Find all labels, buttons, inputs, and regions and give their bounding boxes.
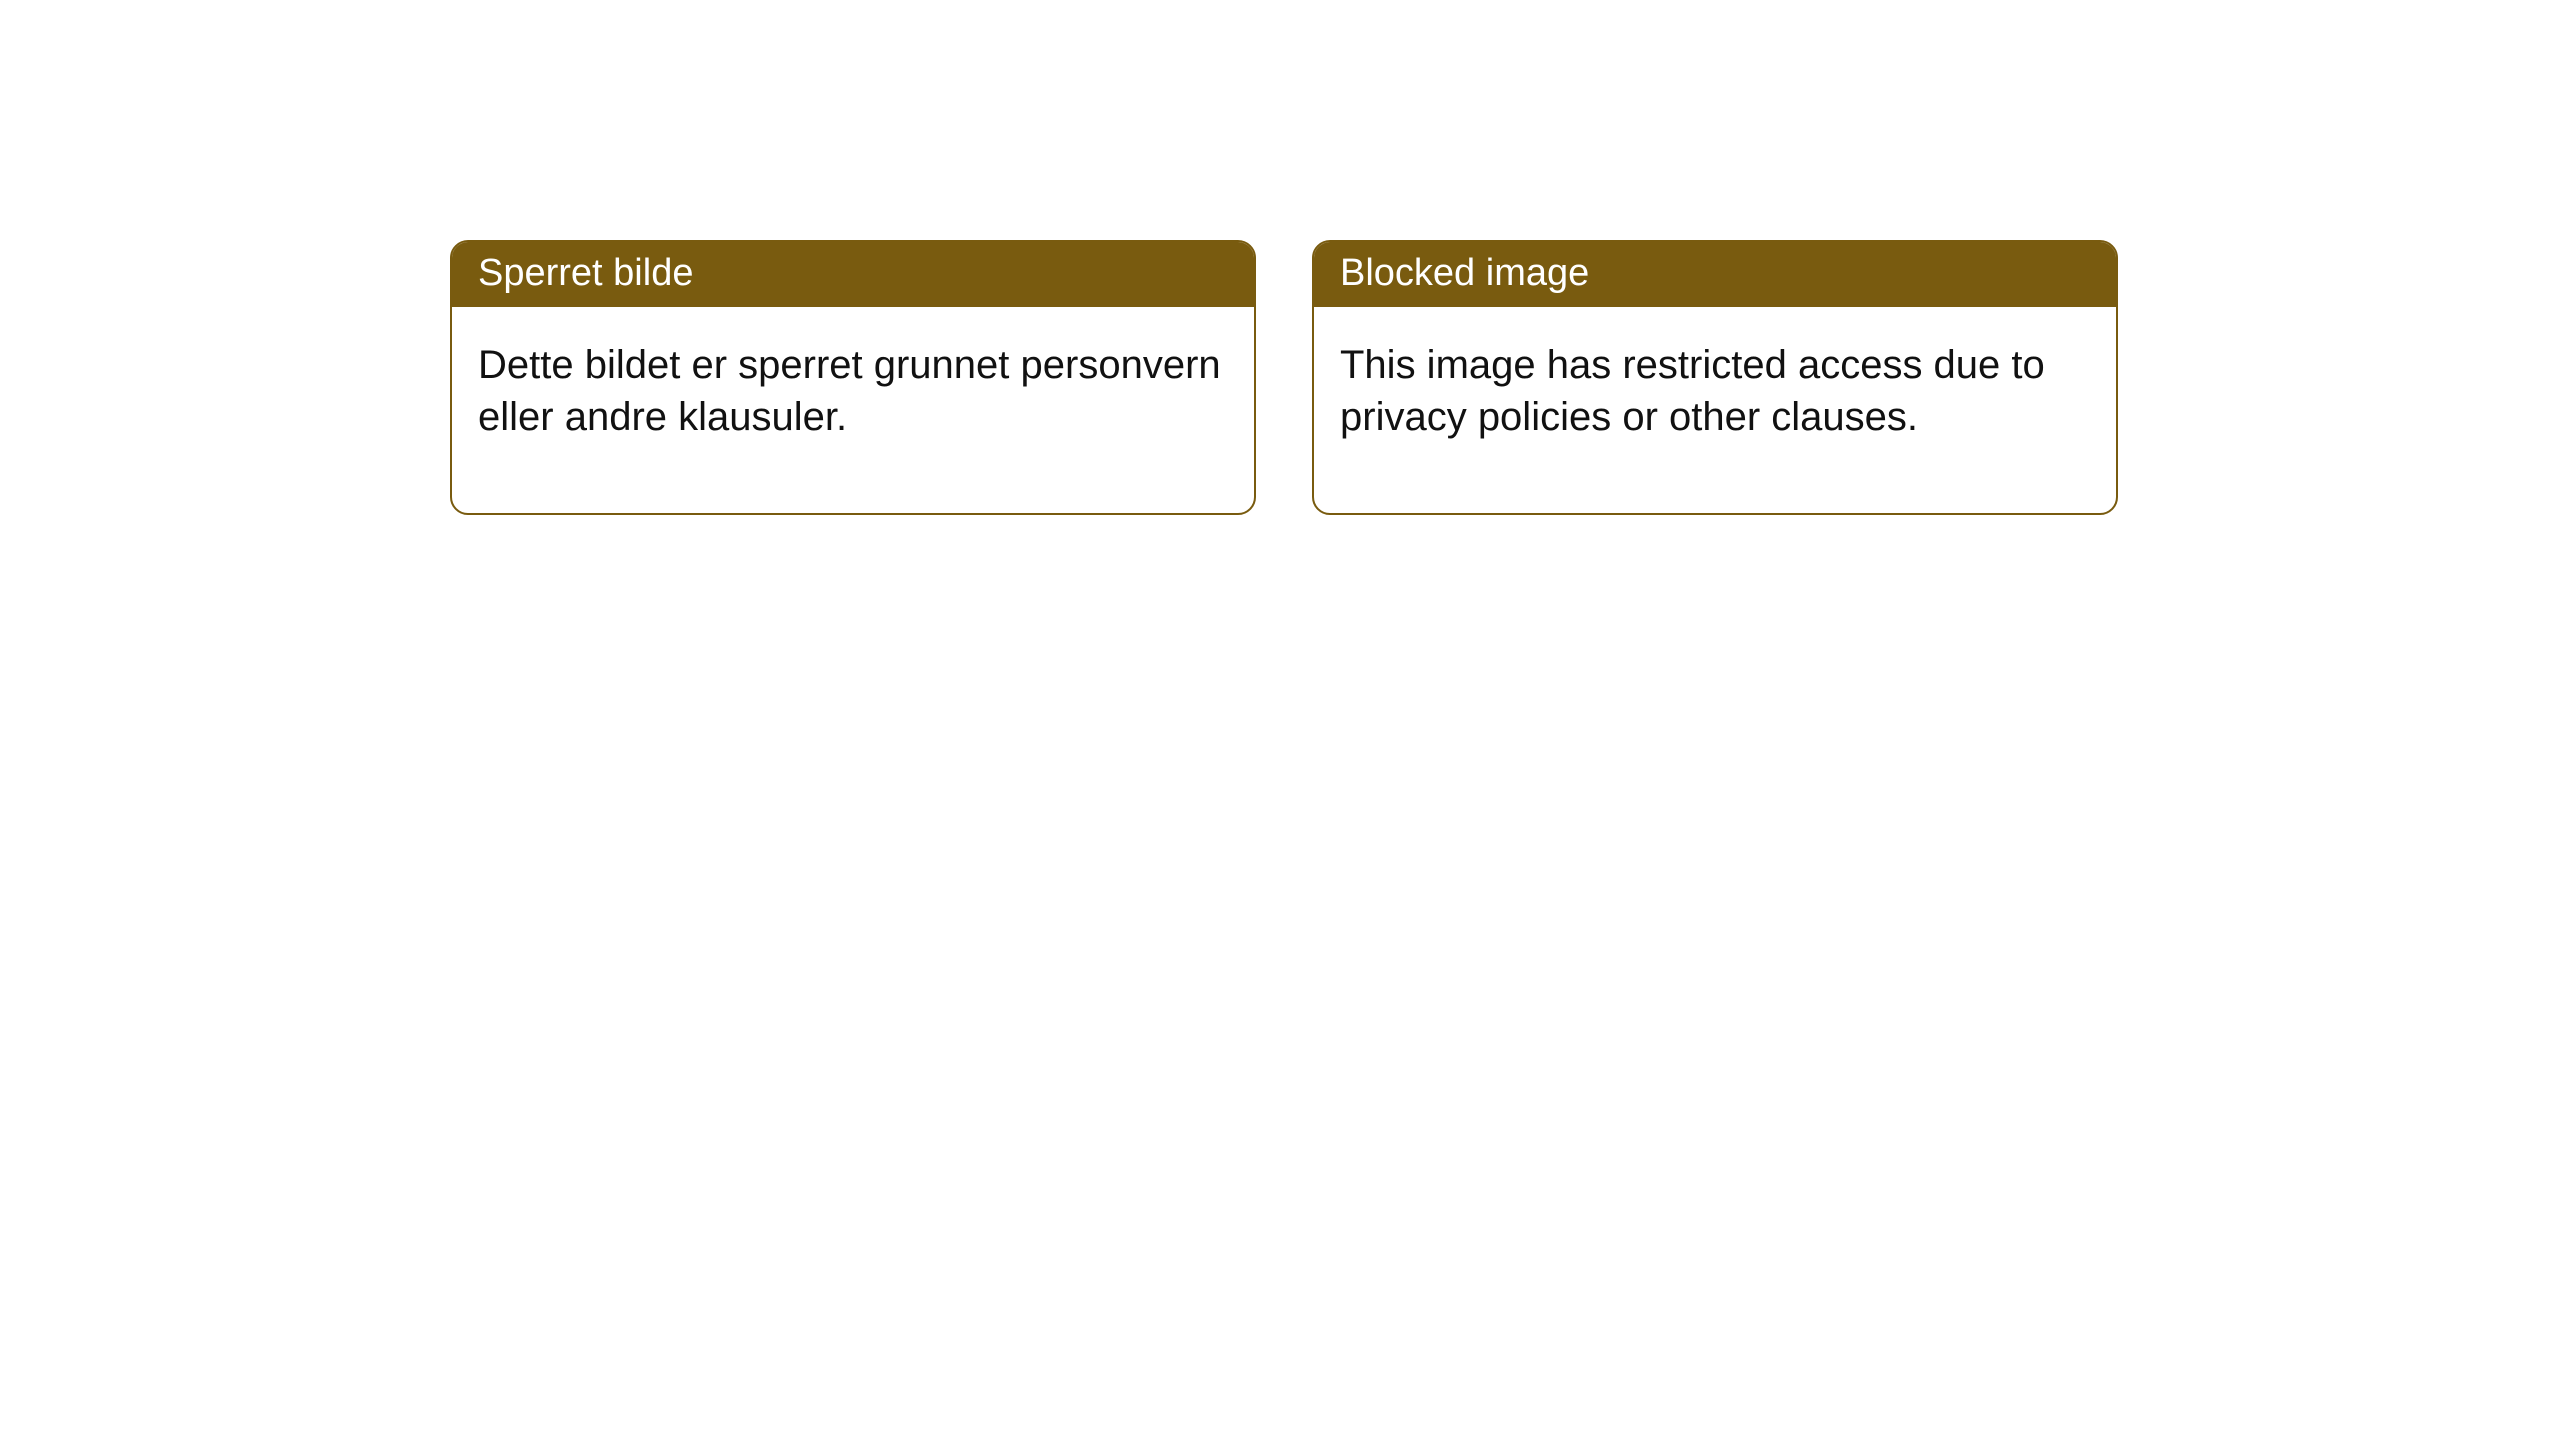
card-body-text: This image has restricted access due to …	[1340, 343, 2045, 439]
card-header: Sperret bilde	[452, 242, 1254, 307]
notice-cards-container: Sperret bilde Dette bildet er sperret gr…	[450, 240, 2118, 515]
notice-card-norwegian: Sperret bilde Dette bildet er sperret gr…	[450, 240, 1256, 515]
card-title: Sperret bilde	[478, 252, 693, 294]
card-body: Dette bildet er sperret grunnet personve…	[452, 307, 1254, 513]
notice-card-english: Blocked image This image has restricted …	[1312, 240, 2118, 515]
card-body-text: Dette bildet er sperret grunnet personve…	[478, 343, 1221, 439]
card-header: Blocked image	[1314, 242, 2116, 307]
card-title: Blocked image	[1340, 252, 1589, 294]
card-body: This image has restricted access due to …	[1314, 307, 2116, 513]
